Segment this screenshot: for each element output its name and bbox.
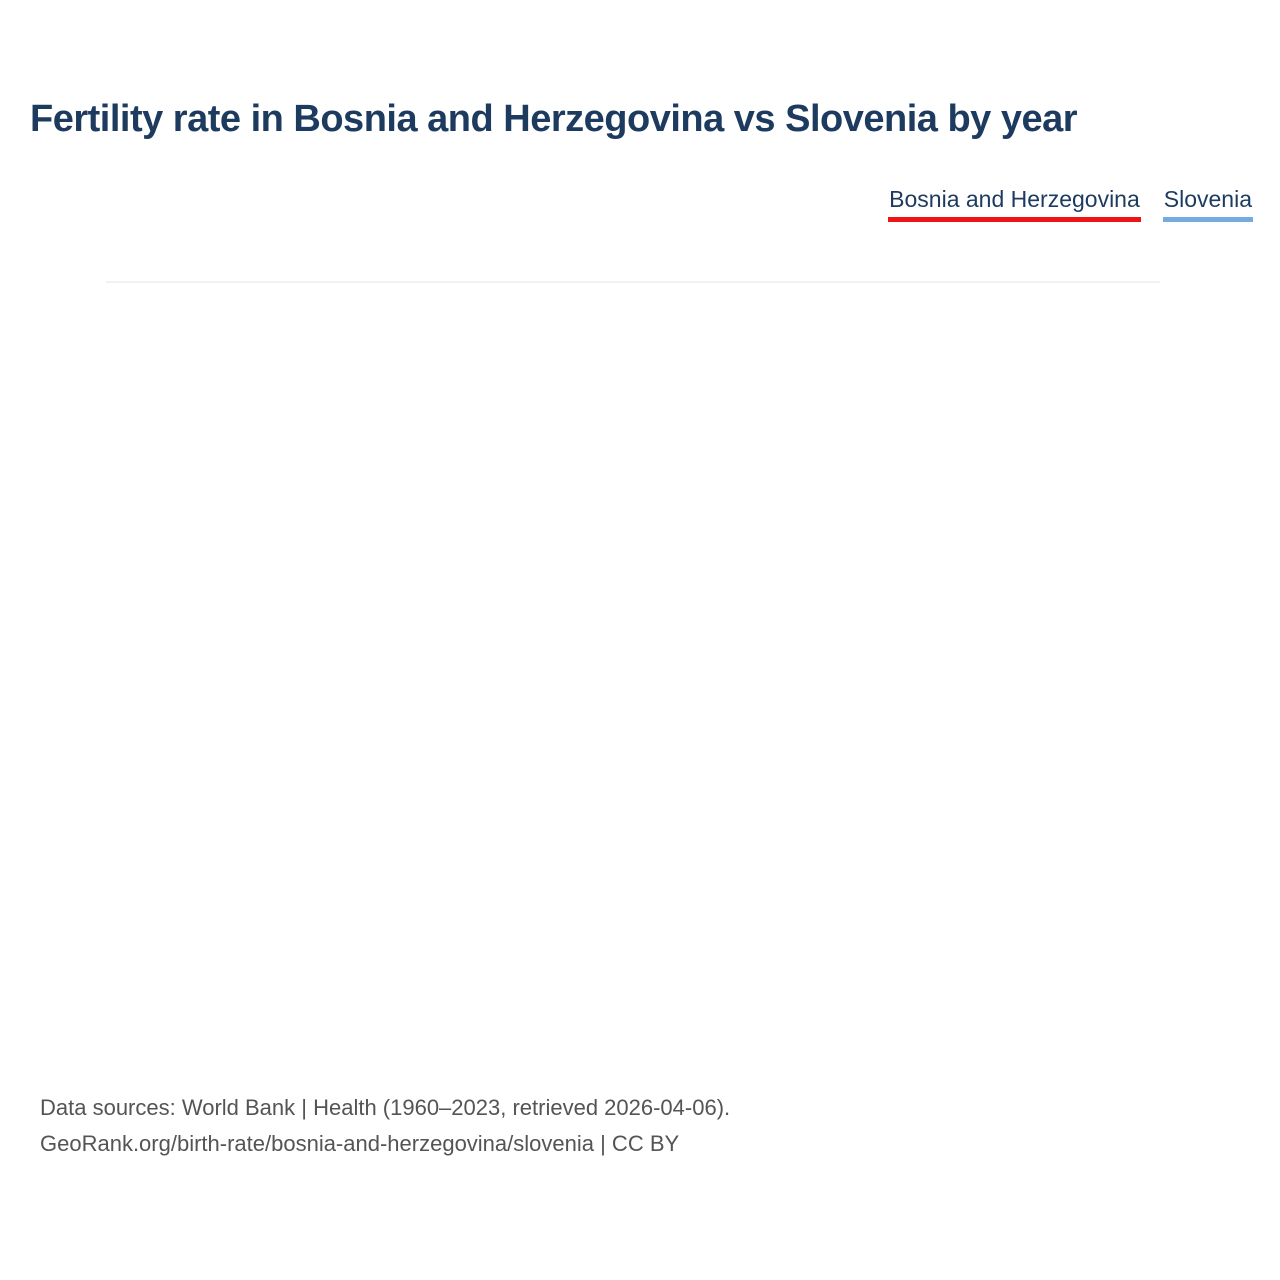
- chart-footer: Data sources: World Bank | Health (1960–…: [40, 1090, 730, 1162]
- legend: Bosnia and Herzegovina Slovenia: [888, 186, 1253, 222]
- page-title: Fertility rate in Bosnia and Herzegovina…: [30, 98, 1078, 140]
- legend-item-slovenia[interactable]: Slovenia: [1162, 186, 1253, 222]
- source-url-line: GeoRank.org/birth-rate/bosnia-and-herzeg…: [40, 1131, 680, 1156]
- data-sources-line: Data sources: World Bank | Health (1960–…: [40, 1095, 731, 1120]
- legend-item-bosnia-and-herzegovina[interactable]: Bosnia and Herzegovina: [888, 186, 1141, 222]
